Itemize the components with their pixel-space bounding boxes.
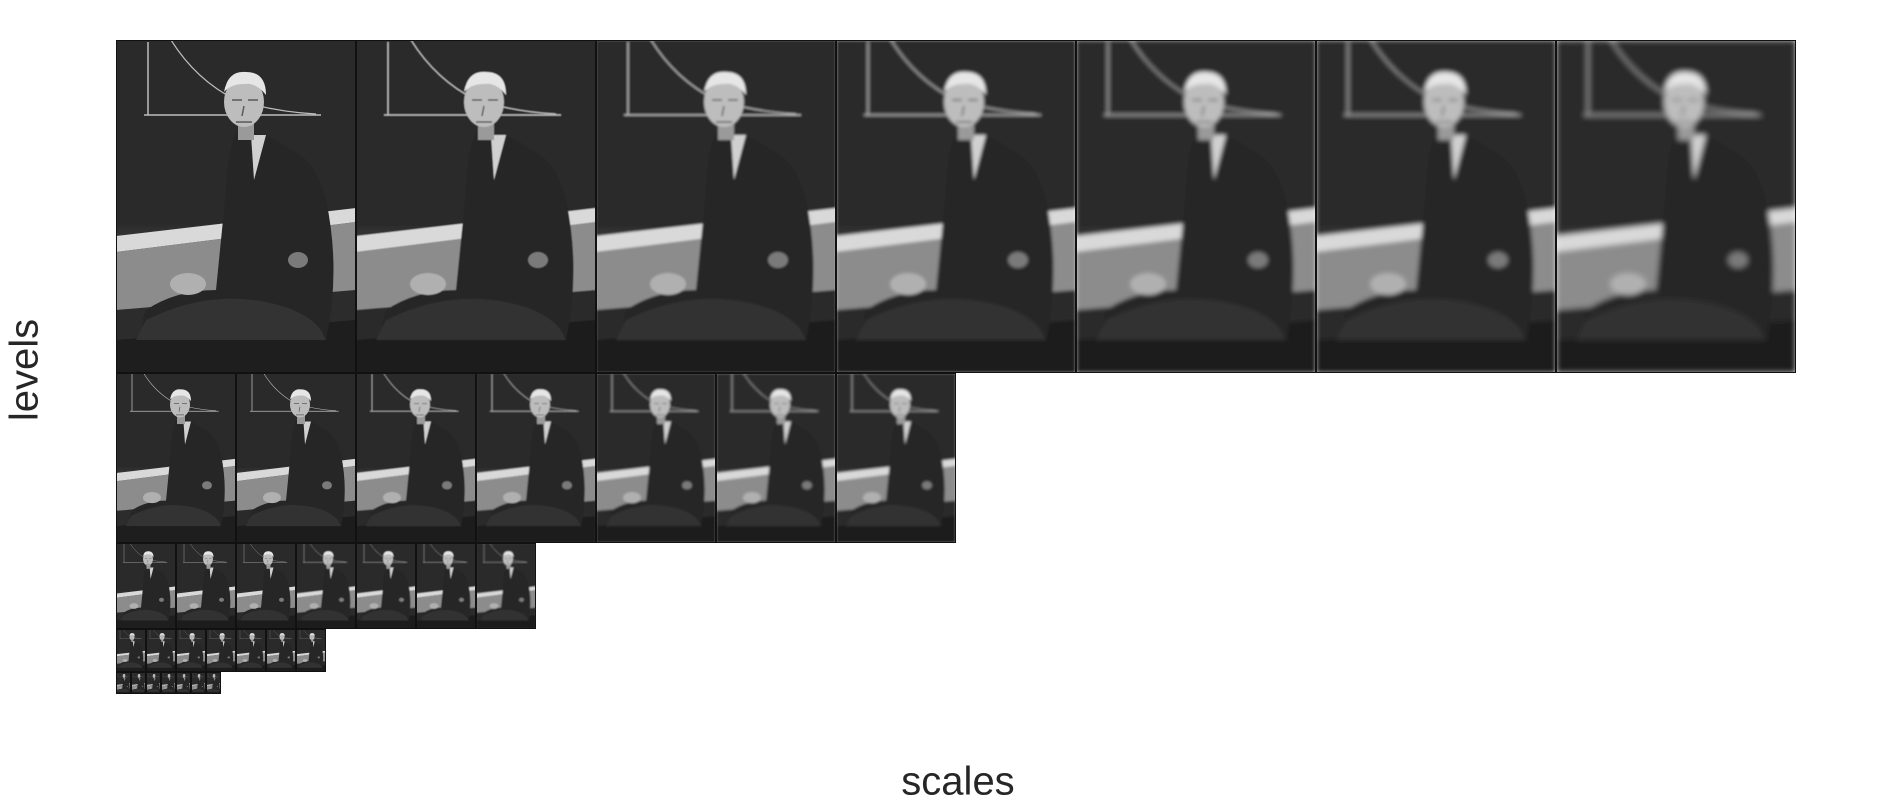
pyramid-tile	[596, 40, 836, 373]
pyramid-tile	[131, 672, 146, 694]
pyramid-level-2	[116, 373, 956, 543]
pyramid-tile	[176, 543, 236, 629]
pyramid-tile	[206, 629, 236, 672]
pyramid-tile	[356, 373, 476, 543]
pyramid-tile	[356, 543, 416, 629]
pyramid-tile	[296, 629, 326, 672]
pyramid-tile	[191, 672, 206, 694]
pyramid-tile	[161, 672, 176, 694]
pyramid-tile	[116, 373, 236, 543]
pyramid-tile	[596, 373, 716, 543]
pyramid-tile	[356, 40, 596, 373]
y-axis-label: levels	[2, 318, 47, 422]
pyramid-tile	[1556, 40, 1796, 373]
pyramid-tile	[716, 373, 836, 543]
pyramid-level-5	[116, 672, 221, 694]
pyramid-level-4	[116, 629, 326, 672]
pyramid-tile	[836, 373, 956, 543]
pyramid-tile	[836, 40, 1076, 373]
pyramid-tile	[296, 543, 356, 629]
pyramid-tile	[416, 543, 476, 629]
pyramid-tile	[1076, 40, 1316, 373]
pyramid-tile	[1316, 40, 1556, 373]
pyramid-tile	[146, 629, 176, 672]
pyramid-level-3	[116, 543, 536, 629]
pyramid-tile	[176, 672, 191, 694]
pyramid-tile	[236, 629, 266, 672]
pyramid-tile	[266, 629, 296, 672]
pyramid-tile	[236, 543, 296, 629]
pyramid-tile	[236, 373, 356, 543]
pyramid-tile	[176, 629, 206, 672]
pyramid-tile	[206, 672, 221, 694]
pyramid-level-1	[116, 40, 1796, 373]
pyramid-tile	[116, 40, 356, 373]
pyramid-tile	[476, 543, 536, 629]
pyramid-tile	[116, 672, 131, 694]
pyramid-tile	[476, 373, 596, 543]
pyramid-tile	[146, 672, 161, 694]
x-axis-label: scales	[901, 759, 1015, 804]
pyramid-tile	[116, 629, 146, 672]
pyramid-tile	[116, 543, 176, 629]
